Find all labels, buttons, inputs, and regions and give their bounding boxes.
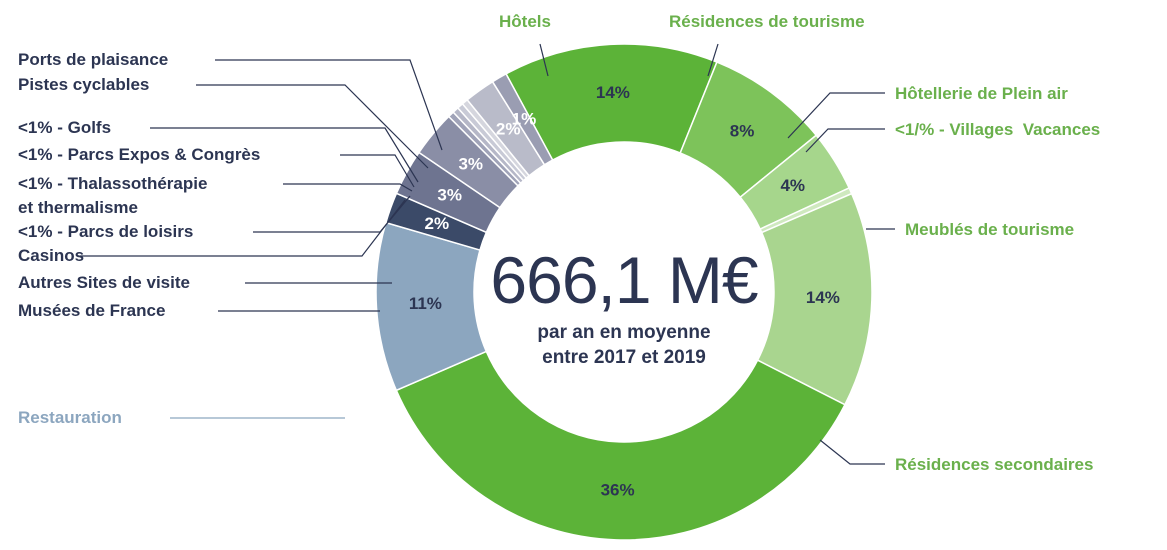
leader-line bbox=[283, 183, 413, 192]
leader-line bbox=[215, 59, 443, 151]
category-label: <1/% - Villages Vacances bbox=[895, 120, 1101, 139]
category-label: Résidences secondaires bbox=[895, 455, 1094, 474]
category-label: Musées de France bbox=[18, 301, 166, 320]
leader-line bbox=[253, 195, 411, 233]
segment bbox=[395, 350, 846, 541]
leader-line bbox=[819, 439, 885, 465]
category-label: Résidences de tourisme bbox=[669, 12, 865, 31]
category-label: Casinos bbox=[18, 246, 85, 265]
value-label: 1% bbox=[512, 109, 537, 128]
value-label: 8% bbox=[730, 121, 755, 140]
value-label: 4% bbox=[780, 176, 805, 195]
category-label: Pistes cyclables bbox=[18, 75, 150, 94]
category-label: Restauration bbox=[18, 408, 122, 427]
category-label: Hôtellerie de Plein air bbox=[895, 84, 1068, 103]
value-label: 3% bbox=[458, 155, 483, 174]
category-label: Meublés de tourisme bbox=[905, 220, 1075, 239]
value-label: 36% bbox=[601, 480, 635, 499]
category-label: Ports de plaisance bbox=[18, 50, 169, 69]
center-value: 666,1 M€ bbox=[490, 243, 758, 317]
value-label: 14% bbox=[806, 288, 840, 307]
leader-line bbox=[340, 154, 415, 188]
value-label: 11% bbox=[409, 294, 442, 313]
category-label: <1% - Parcs Expos & Congrès bbox=[18, 145, 261, 164]
center-text: par an en moyenne entre 2017 et 2019 bbox=[537, 322, 711, 368]
category-label: Hôtels bbox=[499, 12, 551, 31]
value-label: 2% bbox=[496, 120, 521, 139]
leader-line bbox=[196, 84, 429, 169]
category-label: <1% - Thalassothérapie et thermalisme bbox=[18, 174, 208, 217]
leader-line bbox=[707, 43, 719, 77]
category-label: <1% - Parcs de loisirs bbox=[18, 222, 194, 241]
leader-line bbox=[539, 43, 549, 77]
value-label: 2% bbox=[425, 214, 450, 233]
segment bbox=[491, 72, 554, 166]
value-label: 14% bbox=[596, 83, 630, 102]
leader-line bbox=[805, 128, 885, 153]
category-label: Autres Sites de visite bbox=[18, 273, 190, 292]
category-label: <1% - Golfs bbox=[18, 118, 112, 137]
leader-line bbox=[150, 127, 419, 183]
leader-line bbox=[787, 92, 885, 139]
value-label: 3% bbox=[437, 185, 462, 204]
